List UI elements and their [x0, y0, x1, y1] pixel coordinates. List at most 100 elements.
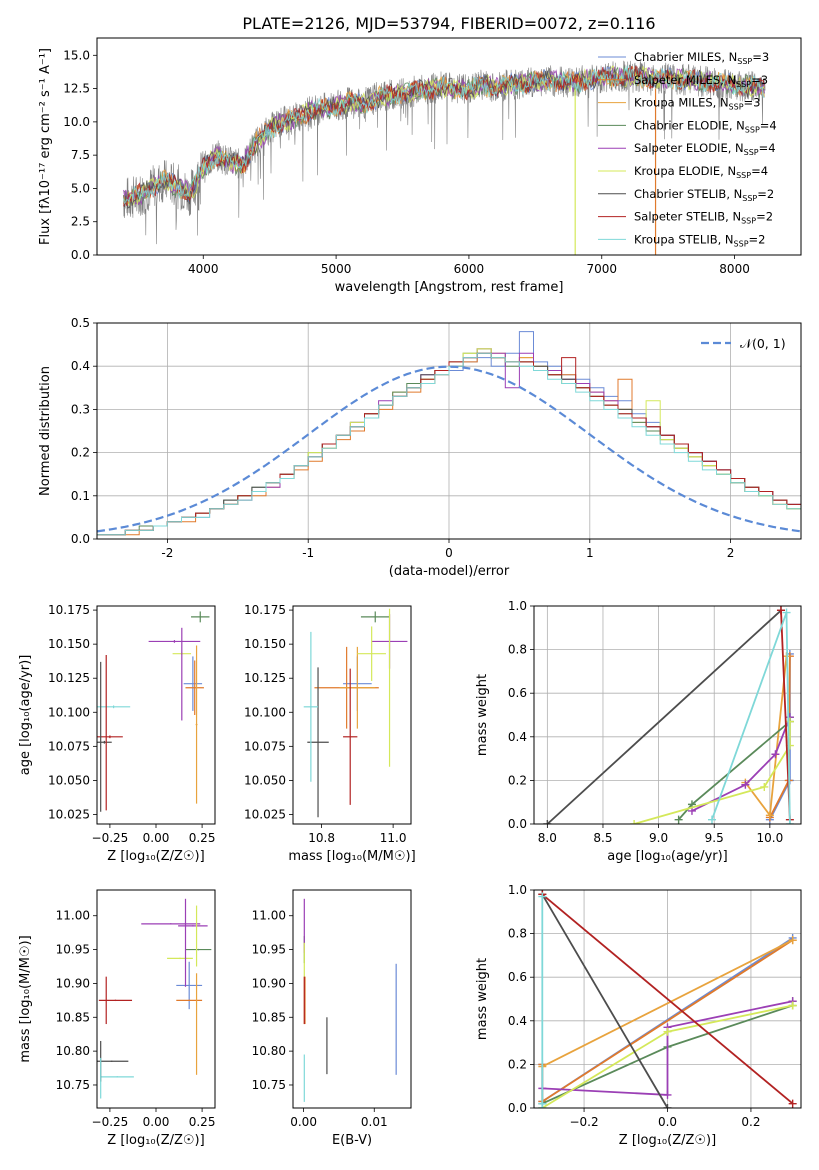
weight-vs-Z-panel: −0.2 0.0 0.2 0.0 0.2 0.4 0.6 0.8 1.0 Z [log₁₀(Z/Z… [475, 883, 802, 1148]
weight-vs-age-lines [543, 606, 794, 824]
legend-label: Salpeter STELIB, NSSP=2 [634, 210, 773, 226]
x-tick-label: 0.0 [658, 1115, 677, 1129]
y-tick-label: 10.150 [244, 637, 286, 651]
legend-label: Kroupa STELIB, NSSP=2 [634, 232, 765, 248]
legend-count: =4 [759, 141, 776, 155]
legend-subscript: SSP [745, 125, 760, 134]
x-tick-label: −0.2 [569, 1115, 598, 1129]
y-axis-label: mass weight [475, 958, 490, 1040]
x-tick-label: 0.00 [143, 831, 170, 845]
x-axis-label: Z [log₁₀(Z/Z☉)] [619, 1133, 716, 1148]
x-tick-label: 0.00 [143, 1115, 170, 1129]
y-tick-label: 0.2 [508, 1057, 527, 1071]
legend-count: =3 [751, 73, 768, 87]
legend-count: =2 [756, 210, 773, 224]
histogram-step [97, 348, 801, 536]
y-tick-label: 0.2 [71, 446, 90, 460]
y-tick-label: 5.0 [71, 181, 90, 195]
legend-subscript: SSP [742, 194, 757, 203]
legend-label: Salpeter ELODIE, NSSP=4 [634, 141, 776, 157]
weight-marker [788, 936, 797, 945]
x-tick-label: 4000 [188, 262, 219, 276]
weight-line [542, 1000, 793, 1096]
legend-count: =3 [744, 96, 761, 110]
weight-marker [760, 782, 769, 791]
x-axis-label: mass [log₁₀(M/M☉)] [288, 849, 415, 864]
y-tick-label: 2.5 [71, 215, 90, 229]
y-axis-label: mass [log₁₀(M/M☉)] [18, 935, 33, 1062]
y-tick-label: 1.0 [508, 883, 527, 897]
y-tick-label: 15.0 [63, 48, 90, 62]
x-tick-label: 0.00 [290, 1115, 317, 1129]
y-tick-label: 10.95 [56, 943, 90, 957]
weight-marker [543, 820, 552, 824]
legend-subscript: SSP [729, 103, 744, 112]
y-tick-label: 0.5 [71, 316, 90, 330]
y-tick-label: 10.80 [252, 1044, 286, 1058]
x-axis-label: wavelength [Angstrom, rest frame] [335, 280, 564, 295]
weight-marker [663, 1090, 672, 1099]
mass-vs-EBV-errorbars [303, 898, 397, 1102]
y-tick-label: 10.050 [244, 773, 286, 787]
legend-subscript: SSP [736, 171, 751, 180]
axes-frame [533, 605, 802, 825]
weight-marker [782, 608, 791, 617]
y-tick-label: 10.85 [252, 1010, 286, 1024]
y-tick-label: 0.0 [71, 532, 90, 546]
x-tick-label: 7000 [586, 262, 617, 276]
legend-subscript: SSP [744, 148, 759, 157]
x-axis-label: Z [log₁₀(Z/Z☉)] [107, 1133, 204, 1148]
y-tick-label: 0.0 [71, 248, 90, 262]
legend-label: Chabrier ELODIE, NSSP=4 [634, 118, 777, 134]
age-vs-mass-errorbars [303, 608, 408, 818]
y-tick-label: 10.175 [244, 603, 286, 617]
histogram-step [97, 352, 801, 536]
y-axis-label: Normed distribution [38, 366, 53, 496]
x-tick-label: 0.25 [189, 1115, 216, 1129]
axes-frame [292, 605, 412, 825]
y-tick-label: 10.025 [244, 807, 286, 821]
y-tick-label: 10.75 [56, 1078, 90, 1092]
y-tick-label: 0.8 [508, 643, 527, 657]
axes-frame [292, 889, 412, 1109]
weight-marker [765, 811, 774, 820]
y-tick-label: 0.4 [508, 730, 527, 744]
y-tick-label: 0.6 [508, 686, 527, 700]
y-tick-label: 10.075 [244, 739, 286, 753]
weight-marker [663, 1027, 672, 1036]
histogram-step [97, 348, 801, 536]
x-tick-label: 0 [445, 546, 453, 560]
mass-vs-EBV-panel: 0.00 0.01 10.75 10.80 10.85 10.90 10.95 11.00 E(… [252, 889, 412, 1148]
y-tick-label: 10.90 [252, 976, 286, 990]
age-vs-mass-panel: 10.8 11.0 10.025 10.050 10.075 10.100 10.125 10… [244, 603, 416, 864]
residuals-panel: -2 -1 0 1 2 0.0 0.1 0.2 0.3 0.4 0.5 (data-model)/er… [38, 316, 802, 579]
x-tick-label: 10.0 [756, 831, 783, 845]
y-tick-label: 10.075 [48, 739, 90, 753]
x-tick-label: 9.0 [649, 831, 668, 845]
weight-marker [785, 820, 794, 824]
spectrum-panel: 4000 5000 6000 7000 8000 0.0 2.5 5.0 7.5 10.0 12.5… [38, 37, 802, 295]
legend-subscript: SSP [736, 80, 751, 89]
x-axis-label: E(B-V) [332, 1133, 372, 1148]
y-tick-label: 11.00 [56, 909, 90, 923]
weight-marker [788, 1001, 797, 1010]
x-axis-label: Z [log₁₀(Z/Z☉)] [107, 849, 204, 864]
histogram-step [97, 352, 801, 536]
axes-frame [533, 889, 802, 1109]
legend-count: =2 [757, 187, 774, 201]
legend-count: =3 [752, 50, 769, 64]
weight-marker [663, 1104, 672, 1108]
histogram-step [97, 352, 801, 536]
spectrum-lines [123, 60, 766, 255]
y-tick-label: 10.100 [48, 705, 90, 719]
figure-title: PLATE=2126, MJD=53794, FIBERID=0072, z=0… [242, 14, 655, 33]
weight-marker [674, 815, 683, 824]
weight-line [633, 721, 791, 824]
x-tick-label: 2 [727, 546, 735, 560]
x-tick-label: 0.01 [361, 1115, 388, 1129]
y-axis-label: Flux [fλ10⁻¹⁷ erg cm⁻² s⁻¹ A⁻¹] [38, 48, 53, 245]
plots-layer: 4000 5000 6000 7000 80000.02.55.07.510.012.5… [18, 37, 802, 1148]
histogram-step [97, 348, 801, 536]
y-tick-label: 10.80 [56, 1044, 90, 1058]
